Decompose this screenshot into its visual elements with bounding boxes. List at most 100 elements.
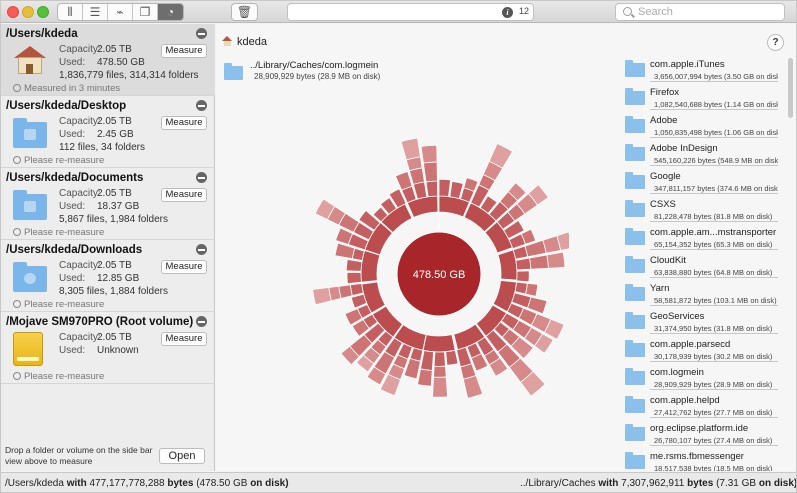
folder-list-item[interactable]: CSXS 81,228,478 bytes (81.8 MB on disk) [621, 198, 786, 226]
sunburst-segment[interactable] [350, 293, 368, 309]
columns-view-icon[interactable]: ⦀ [58, 4, 83, 20]
sunburst-segment[interactable] [546, 251, 566, 269]
sunburst-segment[interactable] [312, 287, 332, 306]
sunburst-segment[interactable] [340, 345, 360, 366]
open-button[interactable]: Open [159, 448, 205, 464]
sunburst-segment[interactable] [403, 357, 421, 380]
sunburst-segment[interactable] [463, 177, 479, 192]
sunburst-segment[interactable] [425, 180, 439, 198]
sunburst-segment[interactable] [314, 198, 336, 221]
sunburst-segment[interactable] [422, 161, 438, 183]
sunburst-segment[interactable] [433, 365, 447, 378]
sunburst-segment[interactable] [529, 254, 549, 270]
measure-button[interactable]: Measure [161, 44, 207, 58]
folder-list-item[interactable]: com.apple.am...mstransporter 65,154,352 b… [621, 226, 786, 254]
sunburst-segment[interactable] [520, 228, 537, 245]
trash-icon[interactable]: 🗑 [231, 3, 258, 21]
sunburst-segment[interactable] [462, 375, 484, 399]
folder-list-item[interactable]: Adobe 1,050,835,498 bytes (1.06 GB on dis… [621, 114, 786, 142]
folder-list-item[interactable]: Firefox 1,082,540,688 bytes (1.14 GB on d… [621, 86, 786, 114]
sunburst-segment[interactable] [372, 206, 389, 223]
sunburst-segment[interactable] [420, 144, 438, 164]
sunburst-segment[interactable] [470, 353, 489, 372]
sunburst-view-icon[interactable]: ◔ [158, 4, 183, 20]
zoom-window-button[interactable] [37, 6, 49, 18]
remove-volume-icon[interactable] [196, 244, 207, 255]
sunburst-segment[interactable] [507, 182, 527, 202]
sunburst-rings[interactable] [312, 137, 569, 399]
sunburst-segment[interactable] [514, 281, 528, 295]
folder-list-item[interactable]: com.apple.iTunes 3,656,007,994 bytes (3.5… [621, 58, 786, 86]
volume-item-desktop[interactable]: /Users/kdeda/Desktop Capacity:2.05 TB Us… [1, 96, 215, 168]
folder-list-item[interactable]: com.apple.helpd 27,412,762 bytes (27.7 MB… [621, 394, 786, 422]
folder-list-item[interactable]: CloudKit 63,838,880 bytes (64.8 MB on dis… [621, 254, 786, 282]
sunburst-segment[interactable] [346, 271, 362, 285]
sunburst-segment[interactable] [503, 219, 525, 240]
volume-item-root[interactable]: /Mojave SM970PRO (Root volume) Capacity:… [1, 312, 215, 384]
sunburst-segment[interactable] [394, 171, 413, 191]
center-disc[interactable] [396, 231, 482, 317]
search-field[interactable]: Search [615, 3, 785, 21]
help-button[interactable]: ? [767, 34, 784, 51]
sunburst-segment[interactable] [366, 366, 387, 386]
folder-list-item[interactable]: Yarn 58,581,872 bytes (103.1 MB on disk) [621, 282, 786, 310]
remove-volume-icon[interactable] [196, 28, 207, 39]
minimize-window-button[interactable] [22, 6, 34, 18]
remove-volume-icon[interactable] [196, 316, 207, 327]
sunburst-segment[interactable] [479, 195, 498, 214]
sunburst-segment[interactable] [488, 142, 514, 169]
sunburst-segment[interactable] [543, 318, 565, 340]
sunburst-segment[interactable] [449, 180, 464, 200]
sunburst-segment[interactable] [516, 270, 530, 283]
sunburst-segment[interactable] [355, 354, 375, 373]
sunburst-segment[interactable] [527, 184, 549, 206]
volume-item-documents[interactable]: /Users/kdeda/Documents Capacity:2.05 TB … [1, 168, 215, 240]
sunburst-segment[interactable] [360, 249, 381, 283]
sunburst-segment[interactable] [422, 334, 456, 353]
volume-item-downloads[interactable]: /Users/kdeda/Downloads Capacity:2.05 TB … [1, 240, 215, 312]
folder-list-item[interactable]: com.apple.parsecd 30,178,939 bytes (30.2 … [621, 338, 786, 366]
sunburst-segment[interactable] [520, 370, 546, 397]
measure-button[interactable]: Measure [161, 260, 207, 274]
info-icon[interactable]: i [502, 7, 513, 18]
breadcrumb[interactable]: kdeda [222, 36, 267, 48]
sunburst-chart[interactable]: 478.50 GB [309, 124, 569, 424]
broom-icon[interactable]: ⌁ [108, 4, 133, 20]
measure-button[interactable]: Measure [161, 116, 207, 130]
sunburst-segment[interactable] [388, 188, 407, 209]
volume-item-home[interactable]: /Users/kdeda Capacity:2.05 TB Used: 478.5… [1, 24, 215, 96]
sunburst-segment[interactable] [432, 376, 449, 398]
sunburst-segment[interactable] [351, 319, 370, 337]
folder-list-item[interactable]: Google 347,811,157 bytes (374.6 MB on dis… [621, 170, 786, 198]
sunburst-segment[interactable] [515, 257, 532, 271]
sunburst-segment[interactable] [510, 336, 534, 360]
sunburst-segment[interactable] [438, 178, 451, 198]
folder-list-item[interactable]: Adobe InDesign 545,160,226 bytes (548.9 M… [621, 142, 786, 170]
sunburst-segment[interactable] [433, 351, 446, 367]
sunburst-segment[interactable] [379, 373, 402, 397]
sunburst-segment[interactable] [445, 349, 459, 366]
measure-button[interactable]: Measure [161, 332, 207, 346]
window-stack-icon[interactable]: ❐ [133, 4, 158, 20]
sunburst-segment[interactable] [488, 357, 509, 377]
sunburst-segment[interactable] [334, 242, 356, 260]
remove-volume-icon[interactable] [196, 172, 207, 183]
close-window-button[interactable] [7, 6, 19, 18]
list-scrollbar[interactable] [788, 58, 793, 118]
sunburst-segment[interactable] [525, 282, 539, 297]
sunburst-segment[interactable] [379, 197, 398, 215]
sunburst-segment[interactable] [417, 368, 433, 387]
remove-volume-icon[interactable] [196, 100, 207, 111]
sunburst-segment[interactable] [556, 231, 569, 251]
folder-list-item[interactable]: org.eclipse.platform.ide 26,780,107 bytes… [621, 422, 786, 450]
sunburst-segment[interactable] [344, 308, 363, 326]
measure-button[interactable]: Measure [161, 188, 207, 202]
sunburst-segment[interactable] [400, 137, 421, 161]
sunburst-segment[interactable] [335, 227, 354, 246]
folder-list-item[interactable]: com.logmein 28,909,929 bytes (28.9 MB on … [621, 366, 786, 394]
sunburst-segment[interactable] [358, 209, 381, 231]
list-view-icon[interactable]: ☰ [83, 4, 108, 20]
sunburst-segment[interactable] [533, 333, 554, 354]
sunburst-segment[interactable] [345, 259, 363, 272]
sunburst-segment[interactable] [526, 296, 548, 315]
